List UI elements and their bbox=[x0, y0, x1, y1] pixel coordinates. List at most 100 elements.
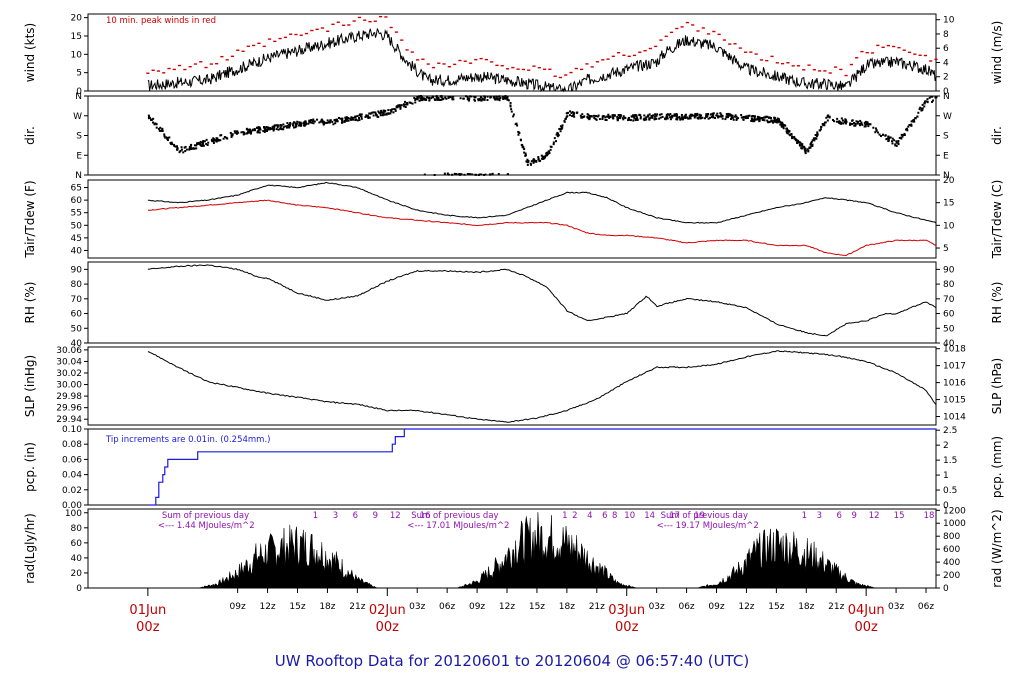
direction-point bbox=[524, 152, 527, 155]
direction-point bbox=[784, 124, 787, 127]
direction-point bbox=[679, 118, 682, 121]
y-tick-label-right: 1200 bbox=[943, 506, 966, 516]
y-tick-label: 80 bbox=[71, 524, 83, 534]
direction-point bbox=[447, 173, 450, 176]
direction-point bbox=[267, 126, 270, 129]
panel-frame bbox=[87, 179, 937, 259]
direction-point bbox=[349, 117, 352, 120]
direction-point bbox=[689, 117, 692, 120]
y-axis-label: RH (%) bbox=[23, 282, 37, 324]
direction-point bbox=[255, 126, 258, 129]
direction-point bbox=[622, 118, 625, 121]
y-axis-label-right: RH (%) bbox=[990, 282, 1004, 324]
direction-point bbox=[420, 95, 423, 98]
direction-point bbox=[803, 147, 806, 150]
direction-point bbox=[523, 151, 526, 154]
y-tick-label: 60 bbox=[71, 196, 83, 206]
direction-point bbox=[699, 116, 702, 119]
direction-point bbox=[403, 105, 406, 108]
y-axis-label: SLP (inHg) bbox=[23, 355, 37, 417]
radiation-hour-label: 10 bbox=[624, 511, 635, 521]
direction-point bbox=[676, 118, 679, 121]
direction-point bbox=[800, 144, 803, 147]
direction-point bbox=[408, 101, 411, 104]
direction-point bbox=[499, 96, 502, 99]
direction-point bbox=[659, 116, 662, 119]
direction-point bbox=[556, 132, 559, 135]
direction-point bbox=[426, 96, 429, 99]
direction-point bbox=[503, 96, 506, 99]
direction-point bbox=[350, 118, 353, 121]
y-axis-label-right: dir. bbox=[990, 126, 1004, 145]
direction-point bbox=[445, 97, 448, 100]
day-hour-label: 00z bbox=[136, 620, 160, 635]
direction-point bbox=[419, 97, 422, 100]
direction-point bbox=[923, 105, 926, 108]
direction-point bbox=[258, 128, 261, 131]
direction-point bbox=[369, 112, 372, 115]
direction-point bbox=[676, 116, 679, 119]
direction-point bbox=[354, 115, 357, 118]
direction-point bbox=[498, 95, 501, 98]
direction-point bbox=[182, 151, 185, 154]
direction-point bbox=[895, 141, 898, 144]
direction-point bbox=[387, 109, 390, 112]
direction-point bbox=[839, 121, 842, 124]
panel-temp: 40 45 50 55 60 65 5 10 15 20 Tair/Tdew (F) Tair/Tde… bbox=[23, 176, 1004, 259]
direction-point bbox=[864, 125, 867, 128]
direction-point bbox=[496, 98, 499, 101]
direction-point bbox=[839, 122, 842, 125]
direction-point bbox=[471, 173, 474, 176]
direction-point bbox=[814, 137, 817, 140]
direction-point bbox=[214, 139, 217, 142]
direction-point bbox=[734, 114, 737, 117]
direction-point bbox=[211, 140, 214, 143]
direction-point bbox=[863, 121, 866, 124]
direction-point bbox=[812, 137, 815, 140]
direction-point bbox=[313, 120, 316, 123]
direction-point bbox=[770, 119, 773, 122]
direction-point bbox=[764, 115, 767, 118]
chart-title: UW Rooftop Data for 20120601 to 20120604… bbox=[275, 652, 749, 670]
y-tick-label: 0.02 bbox=[62, 486, 82, 496]
direction-point bbox=[861, 123, 864, 126]
direction-point bbox=[304, 121, 307, 124]
direction-point bbox=[302, 122, 305, 125]
direction-point bbox=[633, 115, 636, 118]
x-tick-label: 06z bbox=[439, 602, 455, 612]
direction-point bbox=[517, 130, 520, 133]
direction-point bbox=[248, 129, 251, 132]
direction-point bbox=[275, 124, 278, 127]
direction-point bbox=[519, 138, 522, 141]
direction-point bbox=[616, 115, 619, 118]
x-tick-label: 18z bbox=[559, 602, 575, 612]
direction-point bbox=[495, 95, 498, 98]
direction-point bbox=[648, 113, 651, 116]
direction-point bbox=[878, 133, 881, 136]
direction-point bbox=[856, 120, 859, 123]
direction-point bbox=[740, 114, 743, 117]
direction-point bbox=[288, 124, 291, 127]
direction-point bbox=[828, 115, 831, 118]
direction-point bbox=[921, 103, 924, 106]
y-tick-label: 0.00 bbox=[62, 501, 82, 511]
radiation-sum-label: <--- 1.44 MJoules/m^2 bbox=[158, 521, 255, 531]
y-axis-label: Tair/Tdew (F) bbox=[23, 180, 37, 258]
direction-point bbox=[292, 124, 295, 127]
direction-point bbox=[379, 111, 382, 114]
direction-point bbox=[572, 114, 575, 117]
radiation-hour-label: 12 bbox=[390, 511, 401, 521]
direction-point bbox=[845, 120, 848, 123]
direction-point bbox=[894, 144, 897, 147]
direction-point bbox=[377, 110, 380, 113]
direction-point bbox=[163, 133, 166, 136]
direction-point bbox=[680, 113, 683, 116]
direction-point bbox=[199, 140, 202, 143]
direction-point bbox=[563, 120, 566, 123]
direction-point bbox=[733, 115, 736, 118]
direction-point bbox=[544, 154, 547, 157]
series-line bbox=[147, 199, 937, 257]
direction-point bbox=[470, 95, 473, 98]
direction-point bbox=[286, 122, 289, 125]
direction-point bbox=[418, 99, 421, 102]
